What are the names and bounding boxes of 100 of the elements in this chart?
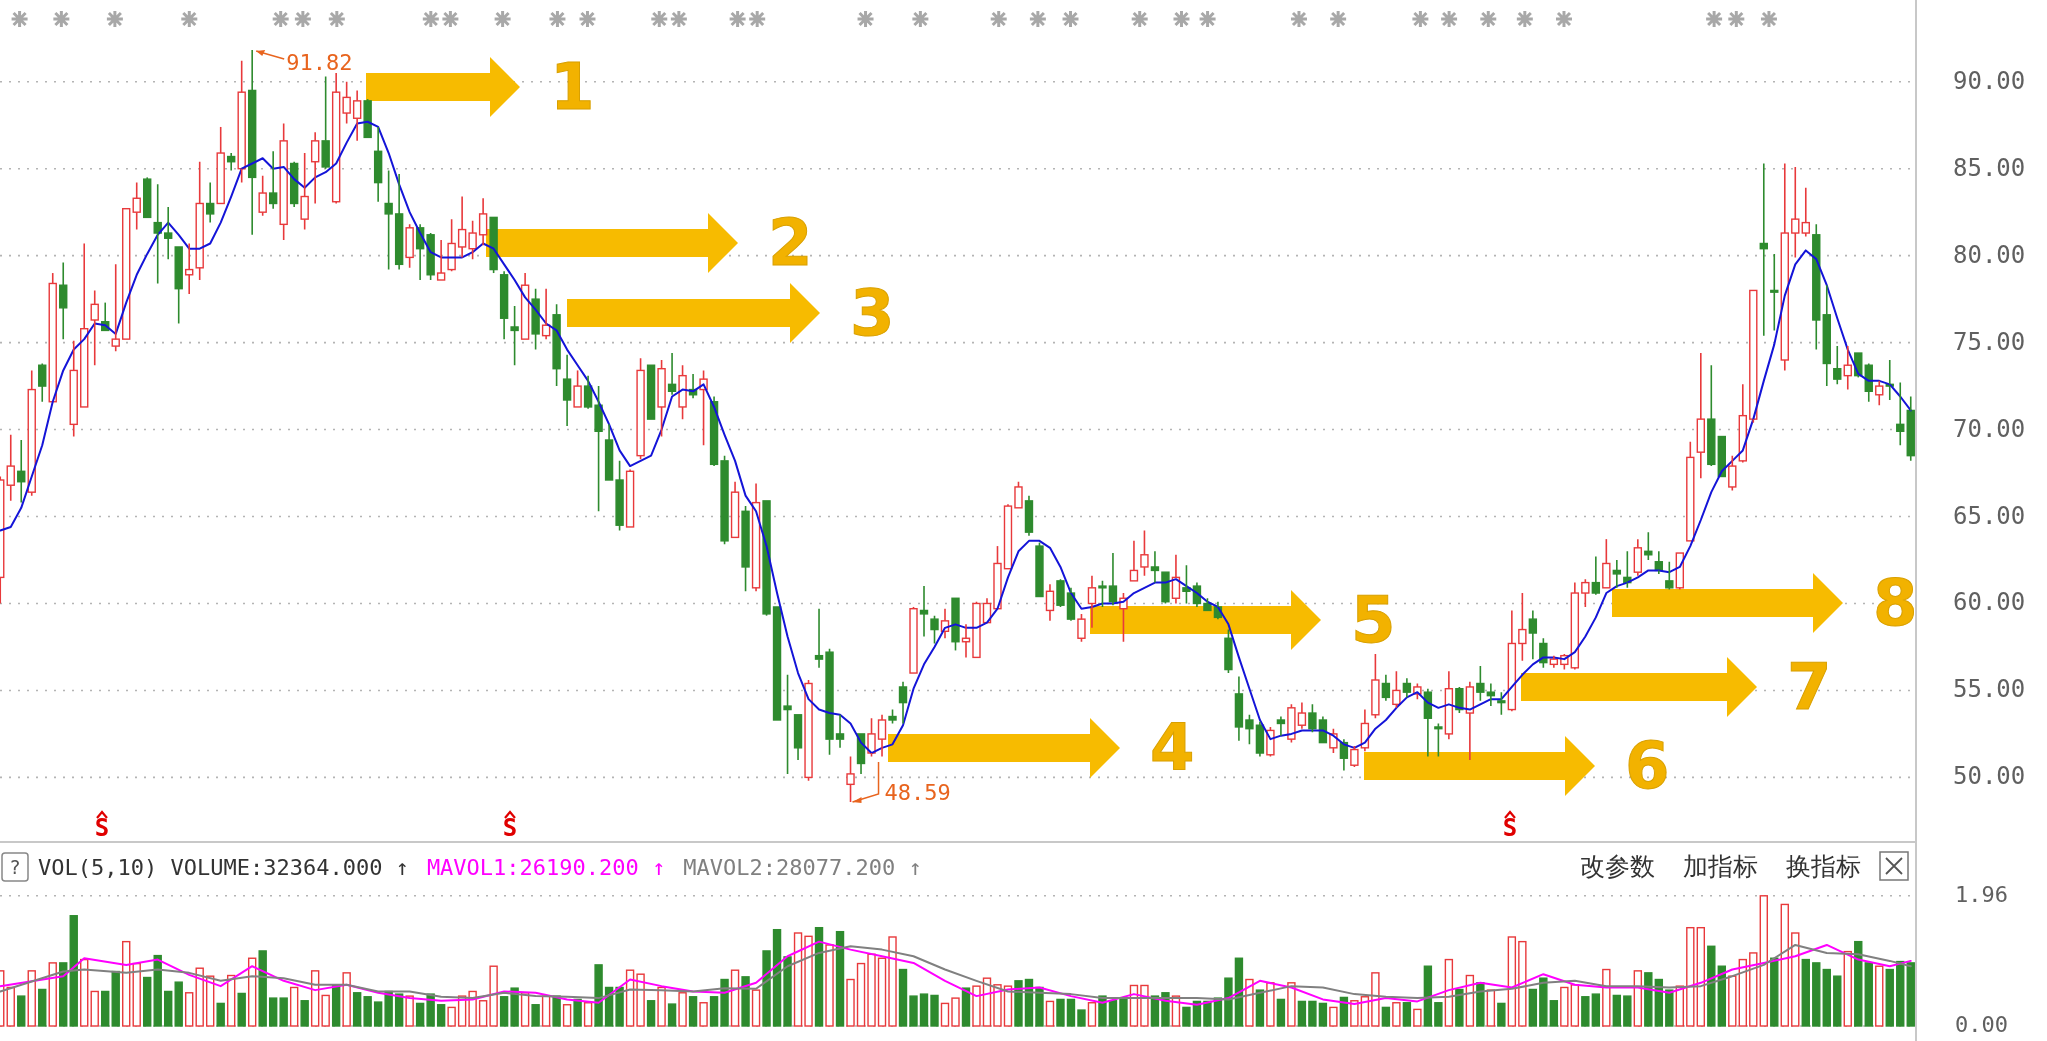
bar	[321, 994, 330, 1027]
bar	[951, 997, 960, 1027]
bar	[1791, 932, 1800, 1027]
bar	[825, 944, 834, 1027]
bar	[762, 950, 771, 1027]
bar	[720, 978, 729, 1027]
bar	[1560, 986, 1569, 1027]
bar	[143, 976, 152, 1027]
bar	[1476, 982, 1485, 1027]
candlestick	[247, 49, 257, 236]
bar	[1833, 975, 1842, 1027]
candlestick	[1696, 352, 1706, 480]
candlestick	[132, 181, 141, 231]
candlestick	[667, 352, 677, 396]
bar	[667, 1003, 677, 1027]
y-tick-label: 75.00	[1953, 327, 2026, 356]
candlestick	[730, 480, 740, 539]
bar	[1864, 962, 1873, 1027]
candlestick	[846, 755, 855, 803]
candlestick	[6, 433, 15, 502]
candlestick	[1381, 673, 1391, 702]
bar	[1633, 970, 1643, 1027]
bar	[69, 915, 78, 1027]
candlestick	[1297, 701, 1307, 730]
bar	[352, 992, 362, 1027]
bar	[226, 974, 236, 1027]
bar	[1665, 989, 1674, 1027]
bar	[1696, 926, 1706, 1027]
bar	[279, 997, 288, 1027]
bar	[1402, 1002, 1412, 1027]
candlestick	[751, 482, 761, 593]
bar	[447, 1006, 456, 1027]
bar	[1434, 1002, 1443, 1027]
candlestick	[1371, 653, 1380, 720]
candlestick	[1434, 722, 1443, 758]
candlestick	[793, 714, 803, 761]
bar	[237, 992, 246, 1027]
candlestick	[394, 173, 404, 271]
bar	[961, 987, 971, 1027]
y-tick-label: 85.00	[1953, 153, 2026, 182]
candlestick	[1497, 691, 1506, 716]
bar	[1686, 926, 1695, 1027]
candlestick	[1276, 715, 1286, 737]
candlestick	[1812, 223, 1821, 351]
bar	[1203, 1000, 1212, 1027]
candlestick	[69, 340, 78, 438]
bar	[101, 990, 110, 1027]
bar	[699, 1002, 708, 1027]
bar	[1570, 984, 1580, 1027]
bar	[1140, 984, 1149, 1027]
bar	[1371, 972, 1380, 1027]
bar	[195, 967, 204, 1027]
bar	[772, 928, 782, 1027]
bar	[499, 996, 509, 1027]
bar	[80, 958, 89, 1027]
annotation: 7	[1787, 650, 1832, 724]
candlestick	[1392, 670, 1401, 709]
bar	[1087, 1002, 1097, 1027]
bar	[216, 1002, 225, 1027]
bar	[289, 986, 299, 1027]
bar	[898, 968, 908, 1027]
bar	[919, 993, 929, 1027]
annotation: 2	[768, 206, 813, 280]
bar	[1108, 1000, 1118, 1027]
candlestick	[1518, 592, 1527, 662]
bar	[930, 994, 939, 1027]
candlestick	[1245, 713, 1254, 746]
bar	[541, 995, 551, 1027]
bar	[552, 995, 561, 1027]
bar	[594, 964, 603, 1027]
candlestick	[1728, 454, 1737, 492]
candlestick	[1150, 550, 1160, 584]
bar	[258, 950, 267, 1027]
candlestick	[499, 270, 509, 340]
bar	[804, 935, 813, 1027]
candlestick	[1234, 675, 1244, 742]
candlestick	[352, 89, 362, 142]
bar	[1245, 978, 1254, 1027]
bar	[1507, 936, 1517, 1027]
bar	[1119, 997, 1128, 1027]
bar	[342, 972, 351, 1027]
bar	[562, 1004, 572, 1027]
bar	[1728, 975, 1737, 1027]
candlestick	[1108, 552, 1118, 607]
bar	[1549, 1000, 1559, 1027]
bar	[1612, 994, 1622, 1027]
candlestick	[1549, 654, 1559, 669]
bar	[27, 970, 36, 1027]
candlestick	[1633, 538, 1643, 577]
bar	[1287, 982, 1296, 1027]
candlestick	[1602, 538, 1611, 589]
bar	[1255, 989, 1265, 1027]
candlestick	[48, 272, 57, 403]
candlestick	[1822, 284, 1831, 387]
candlestick	[1528, 609, 1538, 660]
bar	[1329, 1006, 1338, 1027]
y-tick-label: 1.96	[1955, 881, 2008, 907]
bar	[835, 930, 845, 1027]
bar	[1896, 960, 1905, 1027]
annotation: 91.82	[286, 50, 353, 76]
